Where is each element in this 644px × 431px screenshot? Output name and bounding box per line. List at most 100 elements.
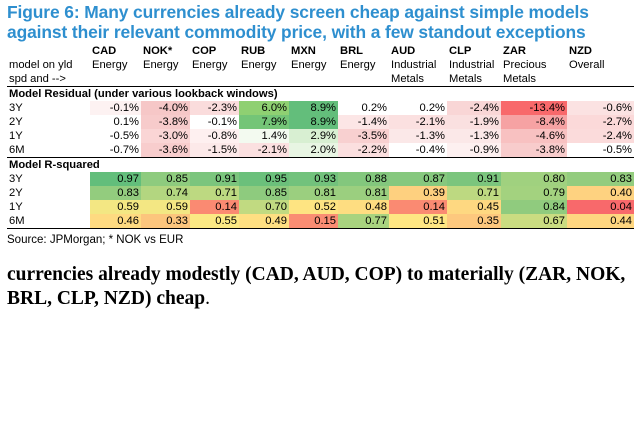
- currency-header: BRL: [338, 44, 389, 58]
- currency-header: COP: [190, 44, 239, 58]
- residual-row: 1Y -0.5% -3.0% -0.8% 1.4% 2.9% -3.5% -1.3% -1.3%…: [7, 129, 634, 143]
- commodity-label: [239, 72, 289, 87]
- residual-cell: -3.8%: [141, 115, 190, 129]
- residual-cell: -1.3%: [389, 129, 447, 143]
- rsq-cell: 0.39: [389, 186, 447, 200]
- figure-title: Figure 6: Many currencies already screen…: [7, 2, 637, 42]
- residual-cell: -2.2%: [338, 143, 389, 158]
- residual-cell: -2.4%: [567, 129, 634, 143]
- residual-cell: -1.9%: [447, 115, 501, 129]
- residual-cell: 6.0%: [239, 101, 289, 115]
- residual-cell: 8.9%: [289, 101, 338, 115]
- residual-cell: -8.4%: [501, 115, 567, 129]
- rsq-cell: 0.81: [338, 186, 389, 200]
- commodity-label: Overall: [567, 58, 634, 72]
- residual-cell: -1.3%: [447, 129, 501, 143]
- residual-section-title: Model Residual (under various lookback w…: [7, 87, 634, 102]
- rsq-cell: 0.49: [239, 214, 289, 229]
- residual-cell: -2.1%: [389, 115, 447, 129]
- rsq-cell: 0.04: [567, 200, 634, 214]
- residual-cell: -13.4%: [501, 101, 567, 115]
- residual-row: 2Y 0.1% -3.8% -0.1% 7.9% 8.9% -1.4% -2.1% -1.9% -…: [7, 115, 634, 129]
- residual-row: 6M -0.7% -3.6% -1.5% -2.1% 2.0% -2.2% -0.4% -0.9…: [7, 143, 634, 158]
- rsq-cell: 0.93: [289, 172, 338, 186]
- residual-cell: -0.5%: [90, 129, 141, 143]
- commodity-label: Industrial: [389, 58, 447, 72]
- rsq-row: 3Y 0.97 0.85 0.91 0.95 0.93 0.88 0.87 0.91 0.80 0.…: [7, 172, 634, 186]
- residual-cell: -2.3%: [190, 101, 239, 115]
- rsq-cell: 0.51: [389, 214, 447, 229]
- residual-section-header: Model Residual (under various lookback w…: [7, 87, 634, 102]
- rsq-cell: 0.52: [289, 200, 338, 214]
- currency-header: CAD: [90, 44, 141, 58]
- rsq-cell: 0.71: [447, 186, 501, 200]
- residual-cell: -0.5%: [567, 143, 634, 158]
- rsq-cell: 0.97: [90, 172, 141, 186]
- residual-cell: 0.1%: [90, 115, 141, 129]
- rsq-cell: 0.71: [190, 186, 239, 200]
- residual-cell: 2.0%: [289, 143, 338, 158]
- data-table: CAD NOK* COP RUB MXN BRL AUD CLP ZAR NZD model on …: [7, 44, 634, 229]
- residual-cell: -0.1%: [90, 101, 141, 115]
- residual-cell: -4.6%: [501, 129, 567, 143]
- rsq-cell: 0.87: [389, 172, 447, 186]
- currency-header: RUB: [239, 44, 289, 58]
- rsq-cell: 0.74: [141, 186, 190, 200]
- commodity-label: [338, 72, 389, 87]
- residual-cell: -0.6%: [567, 101, 634, 115]
- residual-cell: -0.9%: [447, 143, 501, 158]
- rsq-cell: 0.59: [141, 200, 190, 214]
- currency-header: ZAR: [501, 44, 567, 58]
- commodity-label: Energy: [90, 58, 141, 72]
- rsq-cell: 0.95: [239, 172, 289, 186]
- rsq-cell: 0.91: [190, 172, 239, 186]
- rsq-section-title: Model R-squared: [7, 158, 634, 173]
- residual-cell: 0.2%: [389, 101, 447, 115]
- row-label: 1Y: [7, 200, 90, 214]
- rsq-cell: 0.83: [90, 186, 141, 200]
- rsq-cell: 0.70: [239, 200, 289, 214]
- residual-cell: -2.1%: [239, 143, 289, 158]
- residual-row: 3Y -0.1% -4.0% -2.3% 6.0% 8.9% 0.2% 0.2% -2.4% -1…: [7, 101, 634, 115]
- body-sentence: currencies already modestly (CAD, AUD, C…: [7, 264, 625, 309]
- residual-cell: 8.9%: [289, 115, 338, 129]
- commodity-label: [289, 72, 338, 87]
- rsq-cell: 0.80: [501, 172, 567, 186]
- rsq-cell: 0.46: [90, 214, 141, 229]
- currency-header: NOK*: [141, 44, 190, 58]
- residual-cell: -4.0%: [141, 101, 190, 115]
- body-text: currencies already modestly (CAD, AUD, C…: [7, 263, 637, 311]
- commodity-label: Energy: [141, 58, 190, 72]
- row-label: 1Y: [7, 129, 90, 143]
- currency-header: MXN: [289, 44, 338, 58]
- rsq-row: 6M 0.46 0.33 0.55 0.49 0.15 0.77 0.51 0.35 0.67 0.…: [7, 214, 634, 229]
- currency-header: NZD: [567, 44, 634, 58]
- commodity-label: Metals: [501, 72, 567, 87]
- rsq-row: 1Y 0.59 0.59 0.14 0.70 0.52 0.48 0.14 0.45 0.84 0.…: [7, 200, 634, 214]
- rsq-cell: 0.84: [501, 200, 567, 214]
- rsq-cell: 0.91: [447, 172, 501, 186]
- rsq-cell: 0.88: [338, 172, 389, 186]
- rsq-cell: 0.55: [190, 214, 239, 229]
- commodity-label: Industrial: [447, 58, 501, 72]
- commodity-label: Metals: [389, 72, 447, 87]
- body-period: .: [205, 288, 210, 309]
- row-label: 2Y: [7, 115, 90, 129]
- rsq-cell: 0.85: [239, 186, 289, 200]
- rsq-cell: 0.59: [90, 200, 141, 214]
- residual-cell: 2.9%: [289, 129, 338, 143]
- residual-cell: 7.9%: [239, 115, 289, 129]
- residual-cell: 0.2%: [338, 101, 389, 115]
- commodity-label: [90, 72, 141, 87]
- residual-cell: -0.7%: [90, 143, 141, 158]
- currency-header: CLP: [447, 44, 501, 58]
- rsq-section-header: Model R-squared: [7, 158, 634, 173]
- residual-cell: -3.8%: [501, 143, 567, 158]
- commodity-label: Energy: [289, 58, 338, 72]
- rsq-cell: 0.15: [289, 214, 338, 229]
- header-corner: [7, 44, 90, 58]
- rsq-cell: 0.14: [190, 200, 239, 214]
- rsq-cell: 0.67: [501, 214, 567, 229]
- residual-cell: -2.4%: [447, 101, 501, 115]
- residual-cell: -2.7%: [567, 115, 634, 129]
